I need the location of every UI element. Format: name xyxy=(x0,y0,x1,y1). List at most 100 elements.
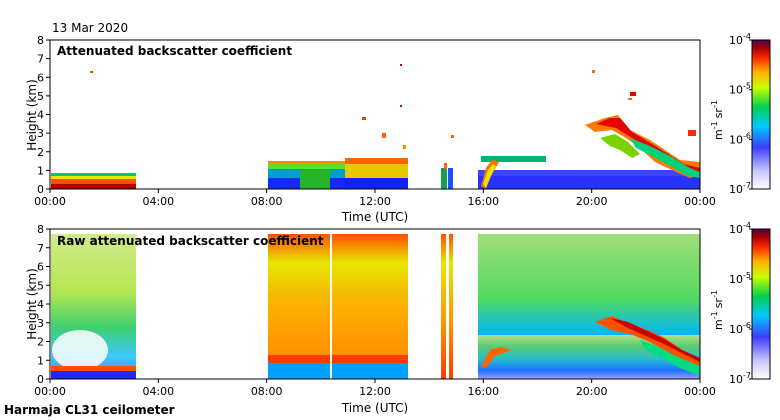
raw-backscatter-data-layer xyxy=(51,234,700,379)
data-patch xyxy=(51,184,136,189)
colorbar-units: m-1sr-1 xyxy=(710,290,725,330)
x-tick-label: 00:00 xyxy=(34,385,66,398)
colorbar-tick-label: 10-5 xyxy=(729,82,751,97)
raw-attenuated-backscatter-panel: 0 1 2 3 4 5 6 7 8 00:00 04:00 08:00 12:00 16:00 20:00… xyxy=(25,221,771,415)
x-tick-label: 16:00 xyxy=(467,195,499,208)
y-tick-label: 4 xyxy=(37,109,44,122)
data-patch xyxy=(595,316,700,372)
date-label: 13 Mar 2020 xyxy=(52,21,128,35)
x-axis-label: Time (UTC) xyxy=(341,401,408,415)
colorbar-tick-label: 10-7 xyxy=(729,181,751,196)
x-tick-label: 12:00 xyxy=(359,385,391,398)
colorbar-tick-label: 10-4 xyxy=(729,32,751,47)
x-tick-label: 20:00 xyxy=(576,195,608,208)
instrument-label: Harmaja CL31 ceilometer xyxy=(4,403,175,417)
y-tick-label: 4 xyxy=(37,298,44,311)
x-axis-label: Time (UTC) xyxy=(341,210,408,224)
data-patch xyxy=(51,371,136,379)
data-patch xyxy=(268,355,408,363)
y-tick-label: 0 xyxy=(37,373,44,386)
data-patch xyxy=(382,133,386,138)
data-patch xyxy=(400,105,402,107)
colorbar: 10-4 10-5 10-6 10-7 m-1sr-1 xyxy=(710,221,771,386)
colorbar-gradient xyxy=(751,39,771,190)
data-patch xyxy=(481,156,546,162)
y-tick-label: 2 xyxy=(37,146,44,159)
colorbar-tick-label: 10-6 xyxy=(729,131,751,146)
data-patch xyxy=(52,330,108,370)
data-patch xyxy=(403,145,406,149)
data-patch xyxy=(441,168,447,189)
x-tick-label: 16:00 xyxy=(467,385,499,398)
x-tick-label: 00:00 xyxy=(34,195,66,208)
data-patch xyxy=(600,134,640,158)
data-patch xyxy=(628,98,632,100)
x-tick-label: 00:00 xyxy=(684,195,716,208)
data-patch xyxy=(345,164,408,178)
colorbar-tick-label: 10-5 xyxy=(729,271,751,286)
y-axis: 0 1 2 3 4 5 6 7 8 xyxy=(37,223,50,386)
y-tick-label: 0 xyxy=(37,183,44,196)
data-patch xyxy=(483,164,496,188)
x-tick-label: 04:00 xyxy=(142,195,174,208)
y-tick-label: 1 xyxy=(37,164,44,177)
x-tick-label: 20:00 xyxy=(576,385,608,398)
data-patch xyxy=(592,70,595,73)
attenuated-backscatter-panel: 0 1 2 3 4 5 6 7 8 00:00 04:00 08:00 12:00 16:00 20:00… xyxy=(25,32,771,224)
data-patch xyxy=(362,117,366,120)
data-patch xyxy=(610,318,700,362)
data-patch xyxy=(345,158,408,164)
data-patch xyxy=(51,178,136,184)
data-patch xyxy=(400,64,402,66)
x-tick-label: 12:00 xyxy=(359,195,391,208)
colorbar-gradient xyxy=(751,228,771,380)
data-patch xyxy=(268,363,408,379)
colorbar: 10-4 10-5 10-6 10-7 m-1sr-1 xyxy=(710,32,771,196)
data-patch xyxy=(345,178,408,189)
x-tick-label: 08:00 xyxy=(251,195,283,208)
x-tick-label: 04:00 xyxy=(142,385,174,398)
data-patch xyxy=(268,300,408,360)
data-patch xyxy=(300,170,330,189)
colorbar-tick-label: 10-7 xyxy=(729,371,751,386)
data-patch xyxy=(451,135,454,138)
data-patch xyxy=(630,92,636,96)
y-axis-label: Height (km) xyxy=(25,79,39,150)
data-patch xyxy=(688,130,696,136)
data-patch xyxy=(444,163,447,169)
x-axis: 00:00 04:00 08:00 12:00 16:00 20:00 00:00 xyxy=(34,379,716,398)
y-tick-label: 3 xyxy=(37,127,44,140)
colorbar-ticks: 10-4 10-5 10-6 10-7 xyxy=(729,32,752,196)
data-patch xyxy=(449,234,453,379)
y-tick-label: 7 xyxy=(37,53,44,66)
y-tick-label: 8 xyxy=(37,34,44,47)
colorbar-tick-label: 10-6 xyxy=(729,321,751,336)
data-patch xyxy=(448,168,453,189)
x-axis: 00:00 04:00 08:00 12:00 16:00 20:00 00:00 xyxy=(34,189,716,208)
data-patch xyxy=(51,173,136,176)
data-patch xyxy=(51,176,136,179)
data-patch xyxy=(478,176,700,189)
panel-title: Attenuated backscatter coefficient xyxy=(57,44,292,58)
y-axis: 0 1 2 3 4 5 6 7 8 xyxy=(37,34,50,196)
data-patch xyxy=(640,340,700,376)
data-patch xyxy=(330,234,332,379)
x-tick-label: 08:00 xyxy=(251,385,283,398)
colorbar-tick-label: 10-4 xyxy=(729,221,751,236)
data-patch xyxy=(481,347,512,368)
data-patch xyxy=(268,163,346,169)
data-patch xyxy=(268,161,346,164)
data-patch xyxy=(90,71,93,73)
y-tick-label: 2 xyxy=(37,336,44,349)
y-tick-label: 6 xyxy=(37,261,44,274)
data-patch xyxy=(441,234,446,379)
backscatter-data-layer xyxy=(51,64,700,189)
colorbar-units: m-1sr-1 xyxy=(710,100,725,140)
y-axis-label: Height (km) xyxy=(25,268,39,339)
data-patch xyxy=(51,366,136,371)
y-tick-label: 5 xyxy=(37,90,44,103)
data-patch xyxy=(630,138,700,178)
x-tick-label: 00:00 xyxy=(684,385,716,398)
y-tick-label: 5 xyxy=(37,279,44,292)
